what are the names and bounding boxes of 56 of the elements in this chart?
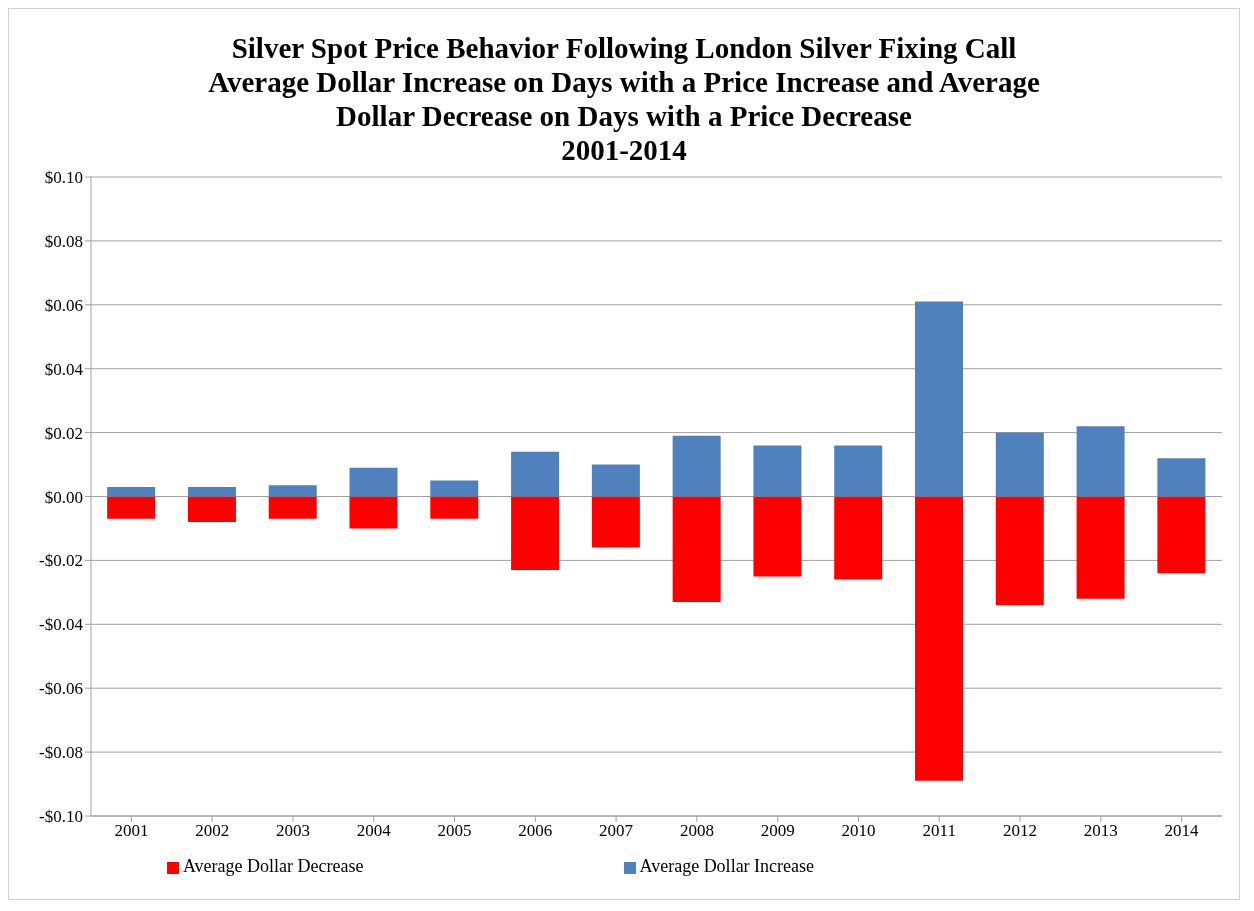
- y-tick-label: $0.10: [44, 168, 83, 188]
- x-tick-label: 2004: [356, 821, 392, 841]
- y-tick-label: -$0.06: [39, 679, 83, 699]
- x-tick-label: 2001: [114, 821, 149, 841]
- y-tick-label: $0.02: [44, 423, 83, 443]
- bar: [753, 496, 802, 577]
- legend-label: Average Dollar Decrease: [182, 856, 364, 876]
- x-tick-label: 2002: [195, 821, 230, 841]
- bar: [591, 496, 640, 548]
- y-tick-label: -$0.08: [39, 743, 83, 763]
- x-tick-label: 2006: [518, 821, 553, 841]
- bar: [1076, 496, 1125, 599]
- bar: [834, 445, 883, 497]
- bar: [107, 496, 156, 519]
- bar: [1157, 458, 1206, 497]
- x-tick-label: 2007: [599, 821, 634, 841]
- chart-title: Silver Spot Price Behavior Following London Silver Fixing Call Average Dollar Increase on Days with a Price Increase and Average Dollar Decrease on Days with a Price Decrease 2001-2014: [207, 31, 1041, 167]
- x-tick-label: 2011: [922, 821, 956, 841]
- y-tick-label: $0.04: [44, 359, 84, 379]
- bar: [995, 496, 1044, 606]
- x-tick-label: 2003: [275, 821, 310, 841]
- bar: [511, 496, 560, 570]
- bar: [591, 464, 640, 497]
- bar: [187, 496, 236, 523]
- x-tick-label: 2005: [437, 821, 472, 841]
- x-tick-label: 2009: [760, 821, 795, 841]
- bar: [349, 496, 398, 529]
- x-tick-label: 2008: [679, 821, 714, 841]
- y-tick-label: -$0.04: [39, 615, 84, 635]
- y-tick-label: -$0.10: [39, 807, 83, 827]
- bar: [268, 496, 317, 519]
- x-tick-label: 2014: [1164, 821, 1200, 841]
- bar: [995, 432, 1044, 497]
- bar: [349, 467, 398, 497]
- bar: [672, 435, 721, 497]
- bar: [915, 496, 964, 781]
- x-tick-label: 2013: [1083, 821, 1118, 841]
- bar: [1157, 496, 1206, 574]
- x-tick-label: 2010: [841, 821, 876, 841]
- bar: [672, 496, 721, 602]
- bar: [107, 486, 156, 497]
- bar: [915, 301, 964, 497]
- bar: [834, 496, 883, 580]
- x-tick-label: 2012: [1003, 821, 1038, 841]
- y-tick-label: $0.06: [44, 295, 83, 315]
- y-tick-label: -$0.02: [39, 551, 83, 571]
- bar: [187, 486, 236, 497]
- bar: [511, 451, 560, 497]
- bar: [1076, 426, 1125, 497]
- y-tick-label: $0.08: [44, 231, 83, 251]
- bar: [430, 480, 479, 497]
- y-tick-label: $0.00: [44, 487, 83, 507]
- legend-label: Average Dollar Increase: [639, 856, 815, 876]
- bar: [753, 445, 802, 497]
- bar: [268, 485, 317, 497]
- bar: [430, 496, 479, 519]
